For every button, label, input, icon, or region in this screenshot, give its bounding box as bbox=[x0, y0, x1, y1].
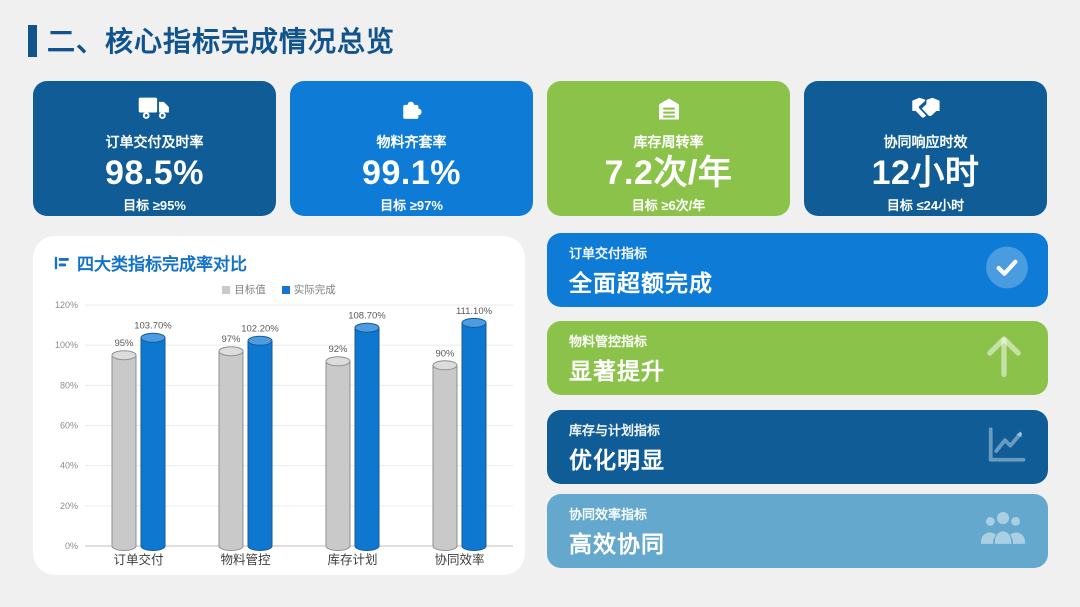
arrow-up-icon bbox=[978, 330, 1030, 387]
status-headline: 显著提升 bbox=[569, 357, 665, 384]
chart-panel: 四大类指标完成率对比 目标值 实际完成 0% 20% 40% 60% 80% 100% 12… bbox=[33, 236, 525, 575]
svg-text:97%: 97% bbox=[221, 334, 241, 345]
page-title: 二、核心指标完成情况总览 bbox=[47, 26, 396, 57]
puzzle-icon bbox=[397, 94, 427, 124]
chart-panel-title: 四大类指标完成率对比 bbox=[53, 250, 247, 275]
legend-item-actual: 实际完成 bbox=[281, 282, 336, 297]
kpi-value: 7.2次/年 bbox=[604, 154, 733, 192]
people-icon bbox=[976, 507, 1030, 556]
kpi-value: 12小时 bbox=[871, 154, 980, 192]
kpi-label: 物料齐套率 bbox=[376, 134, 447, 150]
title-accent-bar bbox=[28, 25, 37, 57]
status-card-material: 物料管控指标 显著提升 bbox=[547, 321, 1048, 395]
trend-chart-icon bbox=[982, 421, 1030, 474]
kpi-target: 目标 ≥97% bbox=[380, 198, 443, 213]
svg-text:物料管控: 物料管控 bbox=[220, 552, 271, 567]
svg-text:80%: 80% bbox=[60, 380, 78, 390]
svg-text:108.70%: 108.70% bbox=[348, 311, 386, 322]
bar-chart-icon bbox=[53, 254, 71, 272]
svg-text:90%: 90% bbox=[435, 348, 455, 359]
kpi-target: 目标 ≤24小时 bbox=[886, 198, 965, 213]
legend-item-target: 目标值 bbox=[222, 282, 266, 297]
status-headline: 全面超额完成 bbox=[569, 269, 713, 296]
svg-text:92%: 92% bbox=[328, 344, 348, 355]
truck-icon bbox=[138, 94, 172, 124]
svg-text:120%: 120% bbox=[55, 300, 78, 310]
chart-title-text: 四大类指标完成率对比 bbox=[77, 255, 247, 274]
check-circle-icon bbox=[984, 245, 1030, 296]
legend-swatch-actual bbox=[281, 285, 290, 294]
svg-text:111.10%: 111.10% bbox=[456, 306, 493, 317]
kpi-card-material: 物料齐套率 99.1% 目标 ≥97% bbox=[290, 81, 533, 216]
status-category: 协同效率指标 bbox=[569, 506, 648, 522]
svg-text:20%: 20% bbox=[60, 501, 78, 511]
svg-text:95%: 95% bbox=[114, 338, 134, 349]
chart-legend: 目标值 实际完成 bbox=[33, 282, 525, 297]
svg-text:103.70%: 103.70% bbox=[134, 321, 172, 332]
status-card-order-delivery: 订单交付指标 全面超额完成 bbox=[547, 233, 1048, 307]
kpi-card-order-delivery: 订单交付及时率 98.5% 目标 ≥95% bbox=[33, 81, 276, 216]
kpi-target: 目标 ≥6次/年 bbox=[631, 198, 706, 213]
svg-text:100%: 100% bbox=[55, 340, 78, 350]
kpi-label: 库存周转率 bbox=[633, 134, 704, 150]
kpi-value: 98.5% bbox=[105, 154, 204, 192]
kpi-value: 99.1% bbox=[362, 154, 461, 192]
status-category: 物料管控指标 bbox=[569, 333, 648, 349]
status-category: 订单交付指标 bbox=[569, 245, 648, 261]
svg-text:协同效率: 协同效率 bbox=[434, 552, 484, 567]
status-headline: 高效协同 bbox=[569, 530, 665, 557]
svg-text:40%: 40% bbox=[60, 461, 78, 471]
svg-text:库存计划: 库存计划 bbox=[327, 552, 377, 567]
kpi-label: 协同响应时效 bbox=[883, 134, 968, 150]
svg-text:60%: 60% bbox=[60, 421, 78, 431]
svg-text:0%: 0% bbox=[65, 541, 78, 551]
kpi-label: 订单交付及时率 bbox=[105, 134, 204, 150]
handshake-icon bbox=[909, 94, 943, 124]
svg-text:订单交付: 订单交付 bbox=[113, 552, 163, 567]
status-headline: 优化明显 bbox=[569, 446, 665, 473]
warehouse-icon bbox=[654, 94, 684, 124]
svg-text:102.20%: 102.20% bbox=[241, 324, 279, 335]
kpi-card-inventory: 库存周转率 7.2次/年 目标 ≥6次/年 bbox=[547, 81, 790, 216]
completion-rate-chart: 0%20%40%60%80%100%120%95%103.70%订单交付97%1… bbox=[55, 300, 513, 567]
status-card-inventory-plan: 库存与计划指标 优化明显 bbox=[547, 410, 1048, 484]
legend-swatch-target bbox=[222, 285, 231, 294]
status-card-collaboration: 协同效率指标 高效协同 bbox=[547, 494, 1048, 568]
status-category: 库存与计划指标 bbox=[569, 422, 661, 438]
kpi-target: 目标 ≥95% bbox=[123, 198, 186, 213]
kpi-card-collaboration: 协同响应时效 12小时 目标 ≤24小时 bbox=[804, 81, 1047, 216]
